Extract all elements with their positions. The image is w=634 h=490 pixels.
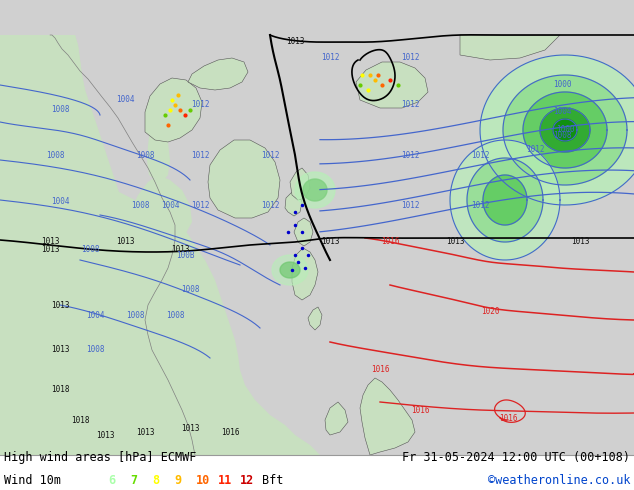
Text: 1016: 1016	[221, 427, 239, 437]
Text: 1008: 1008	[81, 245, 100, 254]
Text: 1008: 1008	[181, 286, 199, 294]
Polygon shape	[483, 175, 527, 225]
Text: Bft: Bft	[262, 474, 283, 487]
Text: 1016: 1016	[411, 406, 429, 415]
Polygon shape	[295, 172, 335, 208]
Polygon shape	[523, 92, 607, 168]
Text: 1012: 1012	[191, 150, 209, 160]
Text: 6: 6	[108, 474, 115, 487]
Polygon shape	[303, 179, 327, 201]
Polygon shape	[130, 175, 192, 242]
Text: 1012: 1012	[401, 150, 419, 160]
Polygon shape	[503, 75, 627, 185]
Text: 1012: 1012	[191, 200, 209, 210]
Text: 1013: 1013	[116, 238, 134, 246]
Text: 1018: 1018	[51, 386, 69, 394]
Text: 1013: 1013	[171, 245, 190, 254]
Text: 1013: 1013	[136, 427, 154, 437]
Text: 1012: 1012	[401, 53, 419, 63]
Text: 1008: 1008	[126, 311, 145, 319]
Text: 1013: 1013	[286, 38, 304, 47]
Text: 1004: 1004	[86, 311, 104, 319]
Polygon shape	[208, 140, 280, 218]
Text: 1012: 1012	[261, 150, 279, 160]
Text: 1008: 1008	[46, 150, 64, 160]
Polygon shape	[553, 119, 577, 141]
Polygon shape	[285, 192, 302, 216]
Text: 1004: 1004	[161, 200, 179, 210]
Text: 1016: 1016	[381, 238, 399, 246]
Polygon shape	[272, 255, 308, 285]
Text: High wind areas [hPa] ECMWF: High wind areas [hPa] ECMWF	[4, 451, 197, 464]
Text: 1012: 1012	[471, 150, 489, 160]
FancyBboxPatch shape	[0, 455, 634, 490]
Text: 1013: 1013	[181, 423, 199, 433]
Text: 1012: 1012	[526, 146, 544, 154]
Text: 9: 9	[174, 474, 181, 487]
Polygon shape	[540, 108, 590, 152]
Polygon shape	[480, 55, 634, 205]
Text: Wind 10m: Wind 10m	[4, 474, 61, 487]
Text: 1012: 1012	[321, 53, 339, 63]
Text: 1008: 1008	[553, 130, 571, 140]
Text: 1000: 1000	[553, 80, 571, 90]
Polygon shape	[290, 168, 310, 200]
Polygon shape	[467, 158, 543, 242]
Text: 1012: 1012	[261, 200, 279, 210]
Text: 12: 12	[240, 474, 254, 487]
Text: 1008: 1008	[165, 311, 184, 319]
Polygon shape	[0, 35, 230, 455]
Text: 1013: 1013	[41, 238, 59, 246]
Polygon shape	[188, 58, 248, 90]
Text: 1012: 1012	[471, 200, 489, 210]
Text: 8: 8	[152, 474, 159, 487]
Polygon shape	[325, 402, 348, 435]
Text: 1018: 1018	[71, 416, 89, 424]
Polygon shape	[294, 218, 313, 246]
Text: 7: 7	[130, 474, 137, 487]
Text: 1004: 1004	[51, 197, 69, 206]
Polygon shape	[0, 35, 320, 455]
Text: 1013: 1013	[51, 300, 69, 310]
Polygon shape	[147, 122, 170, 182]
Text: 1012: 1012	[401, 100, 419, 109]
Polygon shape	[450, 140, 560, 260]
Text: 1013: 1013	[446, 238, 464, 246]
Text: 100B: 100B	[176, 250, 194, 260]
Polygon shape	[460, 35, 560, 60]
Text: 1004: 1004	[116, 96, 134, 104]
Text: 1016: 1016	[499, 414, 517, 422]
Text: 1008: 1008	[86, 345, 104, 354]
Text: 1020: 1020	[481, 308, 499, 317]
Polygon shape	[280, 262, 300, 278]
Polygon shape	[145, 78, 202, 142]
Text: 1008: 1008	[51, 105, 69, 115]
Text: 10: 10	[196, 474, 210, 487]
Polygon shape	[356, 62, 428, 108]
Text: Fr 31-05-2024 12:00 UTC (00+108): Fr 31-05-2024 12:00 UTC (00+108)	[402, 451, 630, 464]
Text: 1008: 1008	[131, 200, 149, 210]
Text: 1013: 1013	[96, 431, 114, 440]
Polygon shape	[0, 35, 210, 455]
Text: 1013: 1013	[51, 345, 69, 354]
Text: 1012: 1012	[191, 100, 209, 109]
Text: 1016: 1016	[371, 366, 389, 374]
Polygon shape	[308, 307, 322, 330]
Text: 1013: 1013	[41, 245, 59, 254]
Polygon shape	[360, 378, 415, 455]
Text: 1013: 1013	[571, 238, 589, 246]
Text: ©weatheronline.co.uk: ©weatheronline.co.uk	[488, 474, 630, 487]
Text: 1012: 1012	[401, 200, 419, 210]
Text: 1013: 1013	[321, 238, 339, 246]
Text: 1000: 1000	[556, 125, 574, 134]
Polygon shape	[292, 248, 318, 300]
Text: 1004: 1004	[553, 107, 571, 117]
Text: 1008: 1008	[136, 150, 154, 160]
Text: 11: 11	[218, 474, 232, 487]
